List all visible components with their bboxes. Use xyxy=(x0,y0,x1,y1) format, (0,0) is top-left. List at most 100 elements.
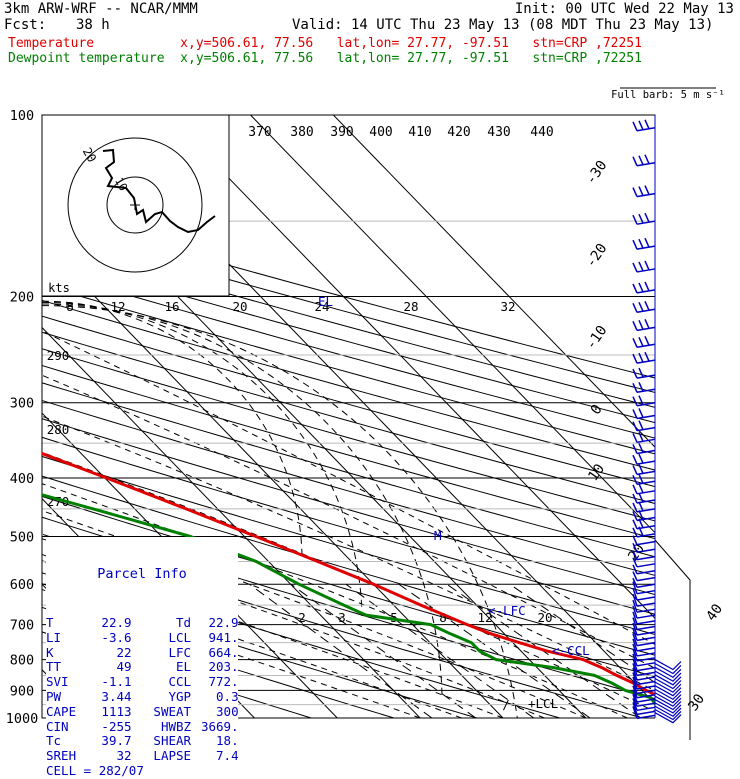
wind-barb xyxy=(636,576,656,582)
wind-barb xyxy=(638,443,644,453)
wind-barb xyxy=(632,571,638,581)
param-value: 39.7 xyxy=(101,733,132,749)
wind-barb-low xyxy=(654,666,682,679)
wind-barb xyxy=(636,680,656,686)
param-value: 941. xyxy=(208,629,239,645)
param-value: 49 xyxy=(116,659,132,675)
wind-barb xyxy=(638,453,644,464)
wind-barb xyxy=(632,262,638,273)
wind-barb xyxy=(636,671,656,677)
wind-barb xyxy=(632,353,638,364)
isotherm xyxy=(0,115,6,718)
wind-barb xyxy=(632,502,638,513)
wind-barb xyxy=(644,351,650,362)
wind-barb-low xyxy=(654,674,682,686)
wind-barb xyxy=(636,470,656,476)
theta-label: 290 xyxy=(47,348,70,363)
wind-barb xyxy=(638,492,644,503)
wind-barb xyxy=(632,633,638,646)
hodograph-ring xyxy=(106,176,164,234)
wind-barb xyxy=(636,460,656,465)
cell-value: 282/07 xyxy=(98,762,144,778)
param-value: 22 xyxy=(116,644,132,660)
moist-adiabat xyxy=(42,588,421,718)
wind-barb xyxy=(638,261,644,272)
valid-time: Valid: 14 UTC Thu 23 May 13 (08 MDT Thu … xyxy=(292,17,714,33)
wind-barb xyxy=(636,555,656,561)
isotherm-label: 30 xyxy=(685,691,708,714)
wind-barb xyxy=(638,381,644,392)
mixing-ratio-label: 2 xyxy=(298,610,306,625)
wind-barb xyxy=(632,321,638,331)
pressure-label: 700 xyxy=(10,618,34,634)
mixing-ratio-label: 3 xyxy=(338,610,346,625)
wind-barb xyxy=(632,337,638,348)
param-label: TT xyxy=(46,659,62,675)
pressure-label: 900 xyxy=(10,683,34,699)
wind-barb xyxy=(632,676,638,690)
parcel-row: LI -3.6 LCL 941. xyxy=(46,629,239,646)
speed-label: 12 xyxy=(110,299,125,314)
wind-barb xyxy=(638,238,644,249)
wind-barb xyxy=(632,302,638,313)
isotherm-label: 40 xyxy=(703,601,726,624)
wind-barb xyxy=(632,493,638,504)
model-title: 3km ARW-WRF -- NCAR/MMM xyxy=(4,1,198,17)
wind-barb xyxy=(636,647,656,652)
wind-barb xyxy=(638,510,644,520)
isotherm-label: -30 xyxy=(583,158,611,188)
wind-barb xyxy=(638,395,644,406)
wind-barb-low xyxy=(654,712,682,724)
wind-barb xyxy=(632,239,638,250)
wind-barb xyxy=(644,281,650,292)
wind-barb xyxy=(636,625,656,631)
wind-barb xyxy=(636,343,656,349)
wind-barb xyxy=(632,587,638,601)
wind-barb xyxy=(632,121,638,132)
dry-adiabat xyxy=(42,399,655,576)
temperature-legend: Temperature x,y=506.61, 77.56 lat,lon= 2… xyxy=(8,36,642,51)
param-label: SVI xyxy=(46,674,69,690)
wind-barb xyxy=(632,663,638,676)
parcel-info-title: Parcel Info xyxy=(97,565,187,582)
parcel-row: CIN -255 HWBZ 3669. xyxy=(46,718,239,735)
param-label: SREH xyxy=(46,748,77,764)
wind-barb xyxy=(638,501,644,512)
wind-barb xyxy=(632,658,638,671)
wind-barb xyxy=(632,382,638,393)
parcel-row: Tc 39.7 SHEAR 18. xyxy=(46,733,239,749)
dry-adiabat xyxy=(42,475,655,656)
param-label: CIN xyxy=(46,718,69,734)
wind-barb xyxy=(632,283,638,294)
wind-barb xyxy=(636,620,656,625)
dry-adiabat xyxy=(42,436,655,615)
wind-barb xyxy=(636,426,656,432)
wind-barb xyxy=(644,335,650,346)
wind-barb xyxy=(636,245,656,250)
wind-barb xyxy=(636,631,656,636)
dry-adiabat xyxy=(42,495,655,678)
param-label: EL xyxy=(176,659,192,675)
cell-label: CELL xyxy=(46,762,77,778)
wind-barb xyxy=(636,388,656,394)
wind-barb xyxy=(632,527,638,538)
parcel-row: PW 3.44 YGP 0.3 xyxy=(46,689,239,705)
param-label: LAPSE xyxy=(153,748,192,764)
theta-label: 430 xyxy=(487,125,510,140)
param-label: HWBZ xyxy=(160,718,192,734)
wind-barb xyxy=(638,483,644,494)
wind-barb xyxy=(632,653,638,667)
param-label: K xyxy=(46,644,54,660)
wind-barb-low xyxy=(654,677,682,690)
param-value: -255 xyxy=(101,718,132,734)
wind-barb-low xyxy=(654,699,682,711)
wind-barb xyxy=(636,602,656,607)
wind-barb xyxy=(636,652,656,657)
wind-barb xyxy=(638,213,644,224)
speed-label: 20 xyxy=(232,299,247,314)
init-time: Init: 00 UTC Wed 22 May 13 xyxy=(514,1,734,17)
param-label: LCL xyxy=(168,629,192,645)
wind-barb xyxy=(638,352,644,363)
wind-barb xyxy=(636,589,656,595)
